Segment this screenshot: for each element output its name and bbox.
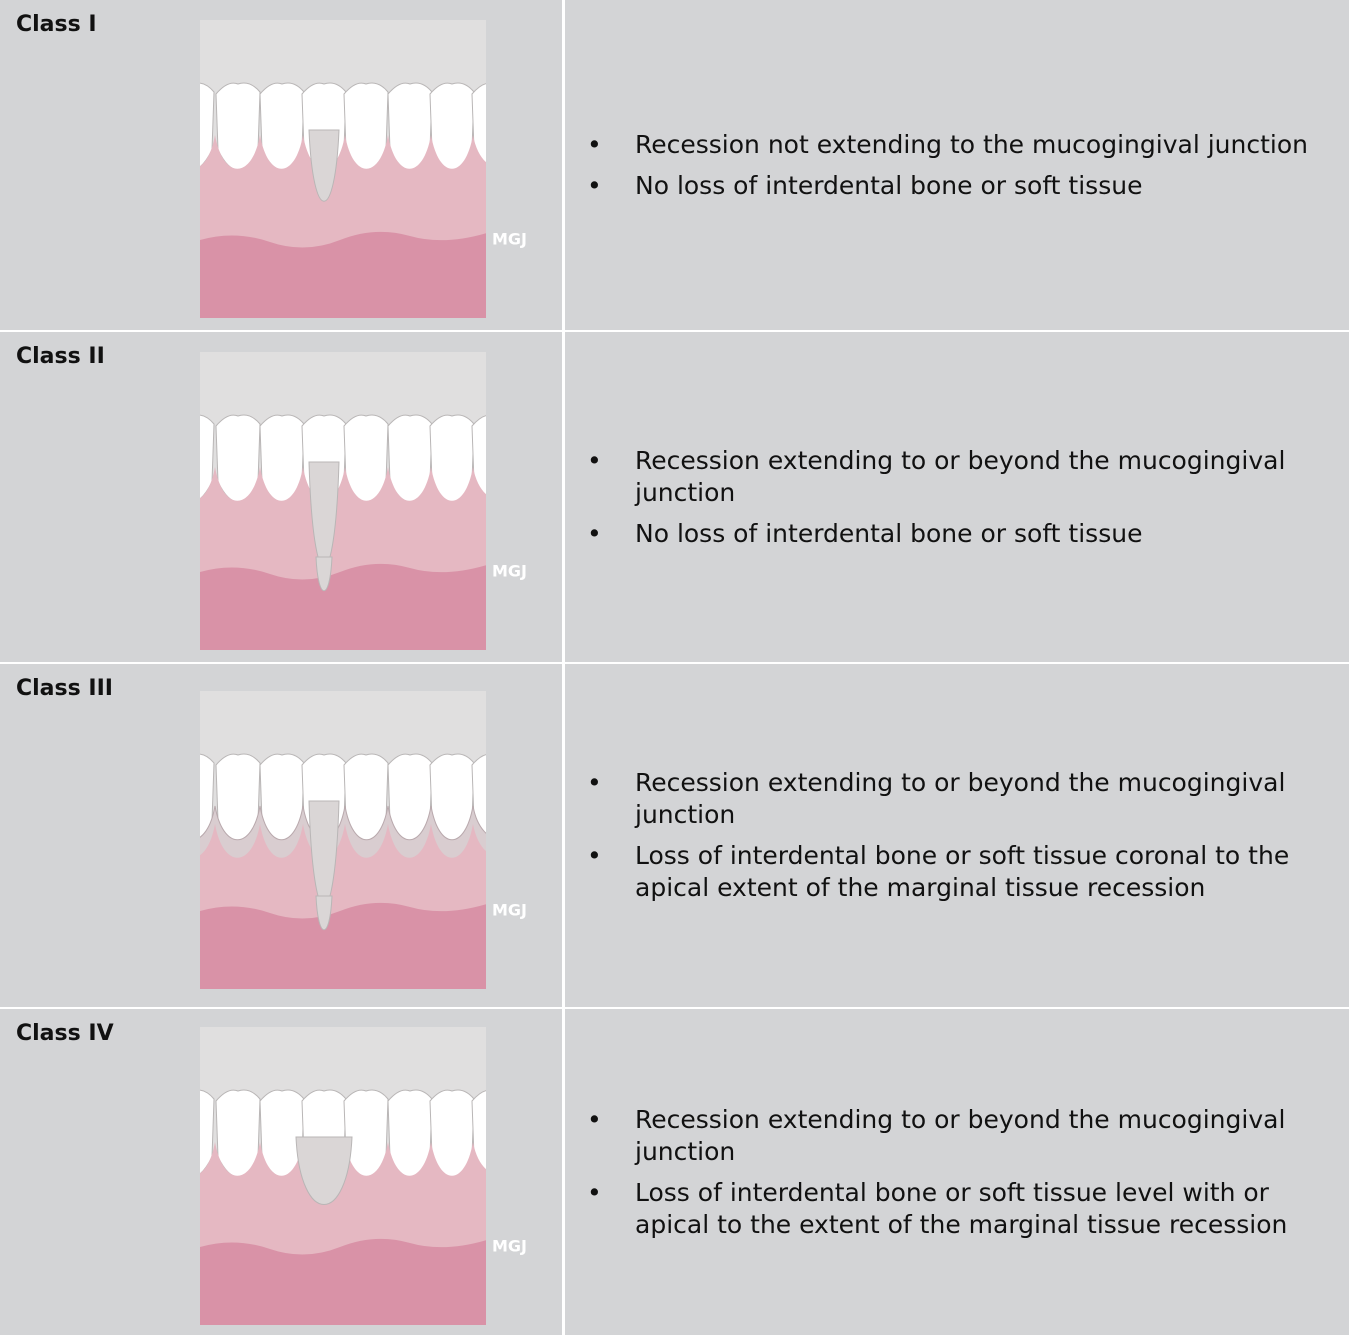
- bullet-item: No loss of interdental bone or soft tiss…: [577, 170, 1315, 202]
- row-label-cell: Class IV MGJ: [0, 1009, 562, 1335]
- alveolar-mucosa: [200, 231, 486, 318]
- drawing: [200, 352, 486, 650]
- bullet-list: Recession extending to or beyond the muc…: [577, 436, 1349, 559]
- class-label: Class I: [16, 12, 97, 37]
- row-label-cell: Class I MGJ: [0, 0, 562, 330]
- tooth: [200, 414, 215, 500]
- tooth: [200, 753, 215, 839]
- bullet-item: Loss of interdental bone or soft tissue …: [577, 1177, 1315, 1241]
- bullet-list: Recession not extending to the mucogingi…: [577, 120, 1349, 211]
- description-cell: Recession extending to or beyond the muc…: [565, 332, 1349, 662]
- exposed-root: [308, 129, 340, 202]
- bullet-list: Recession extending to or beyond the muc…: [577, 758, 1349, 913]
- bullet-item: Recession extending to or beyond the muc…: [577, 1104, 1315, 1168]
- illustration: MGJ: [200, 691, 527, 989]
- exposed-root: [295, 1136, 353, 1205]
- description-cell: Recession not extending to the mucogingi…: [565, 0, 1349, 330]
- alveolar-mucosa: [200, 902, 486, 989]
- description-cell: Recession extending to or beyond the muc…: [565, 1009, 1349, 1335]
- class-label: Class IV: [16, 1021, 114, 1046]
- root-tip: [315, 556, 333, 591]
- bullet-list: Recession extending to or beyond the muc…: [577, 1095, 1349, 1250]
- bullet-item: Recession extending to or beyond the muc…: [577, 767, 1315, 831]
- drawing: [200, 691, 486, 989]
- description-cell: Recession extending to or beyond the muc…: [565, 664, 1349, 1007]
- tooth: [200, 1089, 215, 1175]
- mgj-label: MGJ: [492, 230, 527, 249]
- bullet-item: Loss of interdental bone or soft tissue …: [577, 840, 1315, 904]
- row-label-cell: Class II MGJ: [0, 332, 562, 662]
- mgj-label: MGJ: [492, 1237, 527, 1256]
- class-label: Class III: [16, 676, 113, 701]
- row-label-cell: Class III MGJ: [0, 664, 562, 1007]
- alveolar-mucosa: [200, 1238, 486, 1325]
- bullet-item: Recession not extending to the mucogingi…: [577, 129, 1315, 161]
- bullet-item: Recession extending to or beyond the muc…: [577, 445, 1315, 509]
- illustration: MGJ: [200, 352, 527, 650]
- class-label: Class II: [16, 344, 105, 369]
- alveolar-mucosa: [200, 563, 486, 650]
- mgj-label: MGJ: [492, 562, 527, 581]
- illustration: MGJ: [200, 20, 527, 318]
- tooth: [200, 82, 215, 168]
- illustration: MGJ: [200, 1027, 527, 1325]
- drawing: [200, 20, 486, 318]
- bullet-item: No loss of interdental bone or soft tiss…: [577, 518, 1315, 550]
- mgj-label: MGJ: [492, 901, 527, 920]
- drawing: [200, 1027, 486, 1325]
- root-tip: [315, 895, 333, 930]
